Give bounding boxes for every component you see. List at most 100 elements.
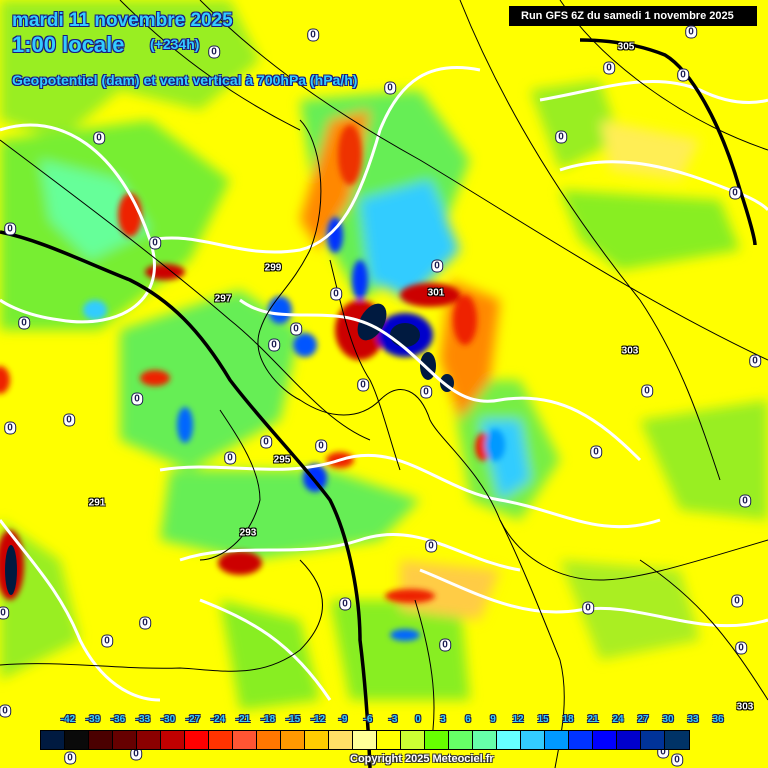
- geopotential-label: 291: [88, 497, 106, 509]
- legend-swatch: [641, 731, 665, 749]
- legend-tick: -39: [85, 714, 101, 725]
- zero-contour-label: 0: [749, 354, 761, 368]
- legend-swatch: [281, 731, 305, 749]
- legend-tick: -3: [388, 714, 398, 725]
- legend-tick: -15: [285, 714, 301, 725]
- zero-contour-label: 0: [4, 421, 16, 435]
- legend-tick: 12: [512, 714, 524, 725]
- zero-contour-label: 0: [685, 25, 697, 39]
- zero-contour-label: 0: [384, 81, 396, 95]
- zero-contour-label: 0: [330, 287, 342, 301]
- legend-tick: -42: [60, 714, 76, 725]
- zero-contour-label: 0: [420, 385, 432, 399]
- zero-contour-label: 0: [131, 392, 143, 406]
- legend-tick: 33: [687, 714, 699, 725]
- zero-contour-label: 0: [339, 597, 351, 611]
- zero-contour-label: 0: [101, 634, 113, 648]
- legend-tick: 15: [537, 714, 549, 725]
- legend-tick: -24: [210, 714, 226, 725]
- legend-swatch: [329, 731, 353, 749]
- parameter-title: Geopotentiel (dam) et vent vertical à 70…: [12, 72, 358, 88]
- forecast-local-time: 1:00 locale: [12, 32, 125, 57]
- legend-tick: -33: [135, 714, 151, 725]
- zero-contour-label: 0: [603, 61, 615, 75]
- legend-tick: 18: [562, 714, 574, 725]
- zero-contour-label: 0: [0, 606, 9, 620]
- legend-swatch: [401, 731, 425, 749]
- legend-tick: -18: [260, 714, 276, 725]
- zero-contour-label: 0: [357, 378, 369, 392]
- forecast-lead-time: (+234h): [150, 36, 200, 52]
- legend-swatch: [497, 731, 521, 749]
- legend-swatch: [257, 731, 281, 749]
- legend-tick: 0: [415, 714, 421, 725]
- legend-swatch: [377, 731, 401, 749]
- zero-contour-label: 0: [671, 753, 683, 767]
- legend-tick: -36: [110, 714, 126, 725]
- zero-contour-label: 0: [260, 435, 272, 449]
- zero-contour-label: 0: [64, 751, 76, 765]
- legend-swatch: [41, 731, 65, 749]
- zero-contour-label: 0: [641, 384, 653, 398]
- legend-tick: -12: [310, 714, 326, 725]
- zero-contour-label: 0: [431, 259, 443, 273]
- legend-swatch: [569, 731, 593, 749]
- geopotential-label: 293: [239, 527, 257, 539]
- zero-contour-label: 0: [735, 641, 747, 655]
- legend-tick: -21: [235, 714, 251, 725]
- legend-swatch: [593, 731, 617, 749]
- legend-swatch: [521, 731, 545, 749]
- zero-contour-label: 0: [208, 45, 220, 59]
- legend-tick: -9: [338, 714, 348, 725]
- legend-swatch: [65, 731, 89, 749]
- legend-swatch: [185, 731, 209, 749]
- zero-contour-label: 0: [268, 338, 280, 352]
- legend-swatch: [449, 731, 473, 749]
- legend-tick: -6: [363, 714, 373, 725]
- geopotential-label: 303: [621, 345, 639, 357]
- legend-swatch: [161, 731, 185, 749]
- zero-contour-label: 0: [307, 28, 319, 42]
- legend-swatch: [425, 731, 449, 749]
- legend-swatch: [617, 731, 641, 749]
- zero-contour-label: 0: [590, 445, 602, 459]
- zero-contour-label: 0: [439, 638, 451, 652]
- legend-tick: 30: [662, 714, 674, 725]
- copyright-text: Copyright 2025 Meteociel.fr: [350, 753, 494, 765]
- zero-contour-label: 0: [555, 130, 567, 144]
- color-scale-legend: [40, 730, 690, 750]
- zero-contour-label: 0: [149, 236, 161, 250]
- legend-swatch: [305, 731, 329, 749]
- legend-tick: 36: [712, 714, 724, 725]
- legend-tick: -27: [185, 714, 201, 725]
- legend-swatch: [113, 731, 137, 749]
- legend-tick: 9: [490, 714, 496, 725]
- legend-tick: 3: [440, 714, 446, 725]
- geopotential-label: 305: [617, 41, 635, 53]
- legend-swatch: [137, 731, 161, 749]
- zero-contour-label: 0: [224, 451, 236, 465]
- legend-swatch: [353, 731, 377, 749]
- geopotential-label: 299: [264, 262, 282, 274]
- geopotential-label: 303: [736, 701, 754, 713]
- zero-contour-label: 0: [290, 322, 302, 336]
- zero-contour-label: 0: [731, 594, 743, 608]
- legend-tick: -30: [160, 714, 176, 725]
- legend-swatch: [209, 731, 233, 749]
- legend-tick: 21: [587, 714, 599, 725]
- legend-swatch: [545, 731, 569, 749]
- legend-swatch: [233, 731, 257, 749]
- geopotential-label: 297: [214, 293, 232, 305]
- zero-contour-label: 0: [677, 68, 689, 82]
- zero-contour-label: 0: [739, 494, 751, 508]
- zero-contour-label: 0: [93, 131, 105, 145]
- legend-tick: 24: [612, 714, 624, 725]
- legend-swatch: [665, 731, 689, 749]
- legend-swatch: [473, 731, 497, 749]
- zero-contour-label: 0: [63, 413, 75, 427]
- legend-swatch: [89, 731, 113, 749]
- zero-contour-label: 0: [4, 222, 16, 236]
- zero-contour-label: 0: [729, 186, 741, 200]
- legend-tick-labels: -42 -39 -36 -33 -30 -27 -24 -21 -18 -15 -12 -9 -6 -3 0…: [40, 714, 724, 728]
